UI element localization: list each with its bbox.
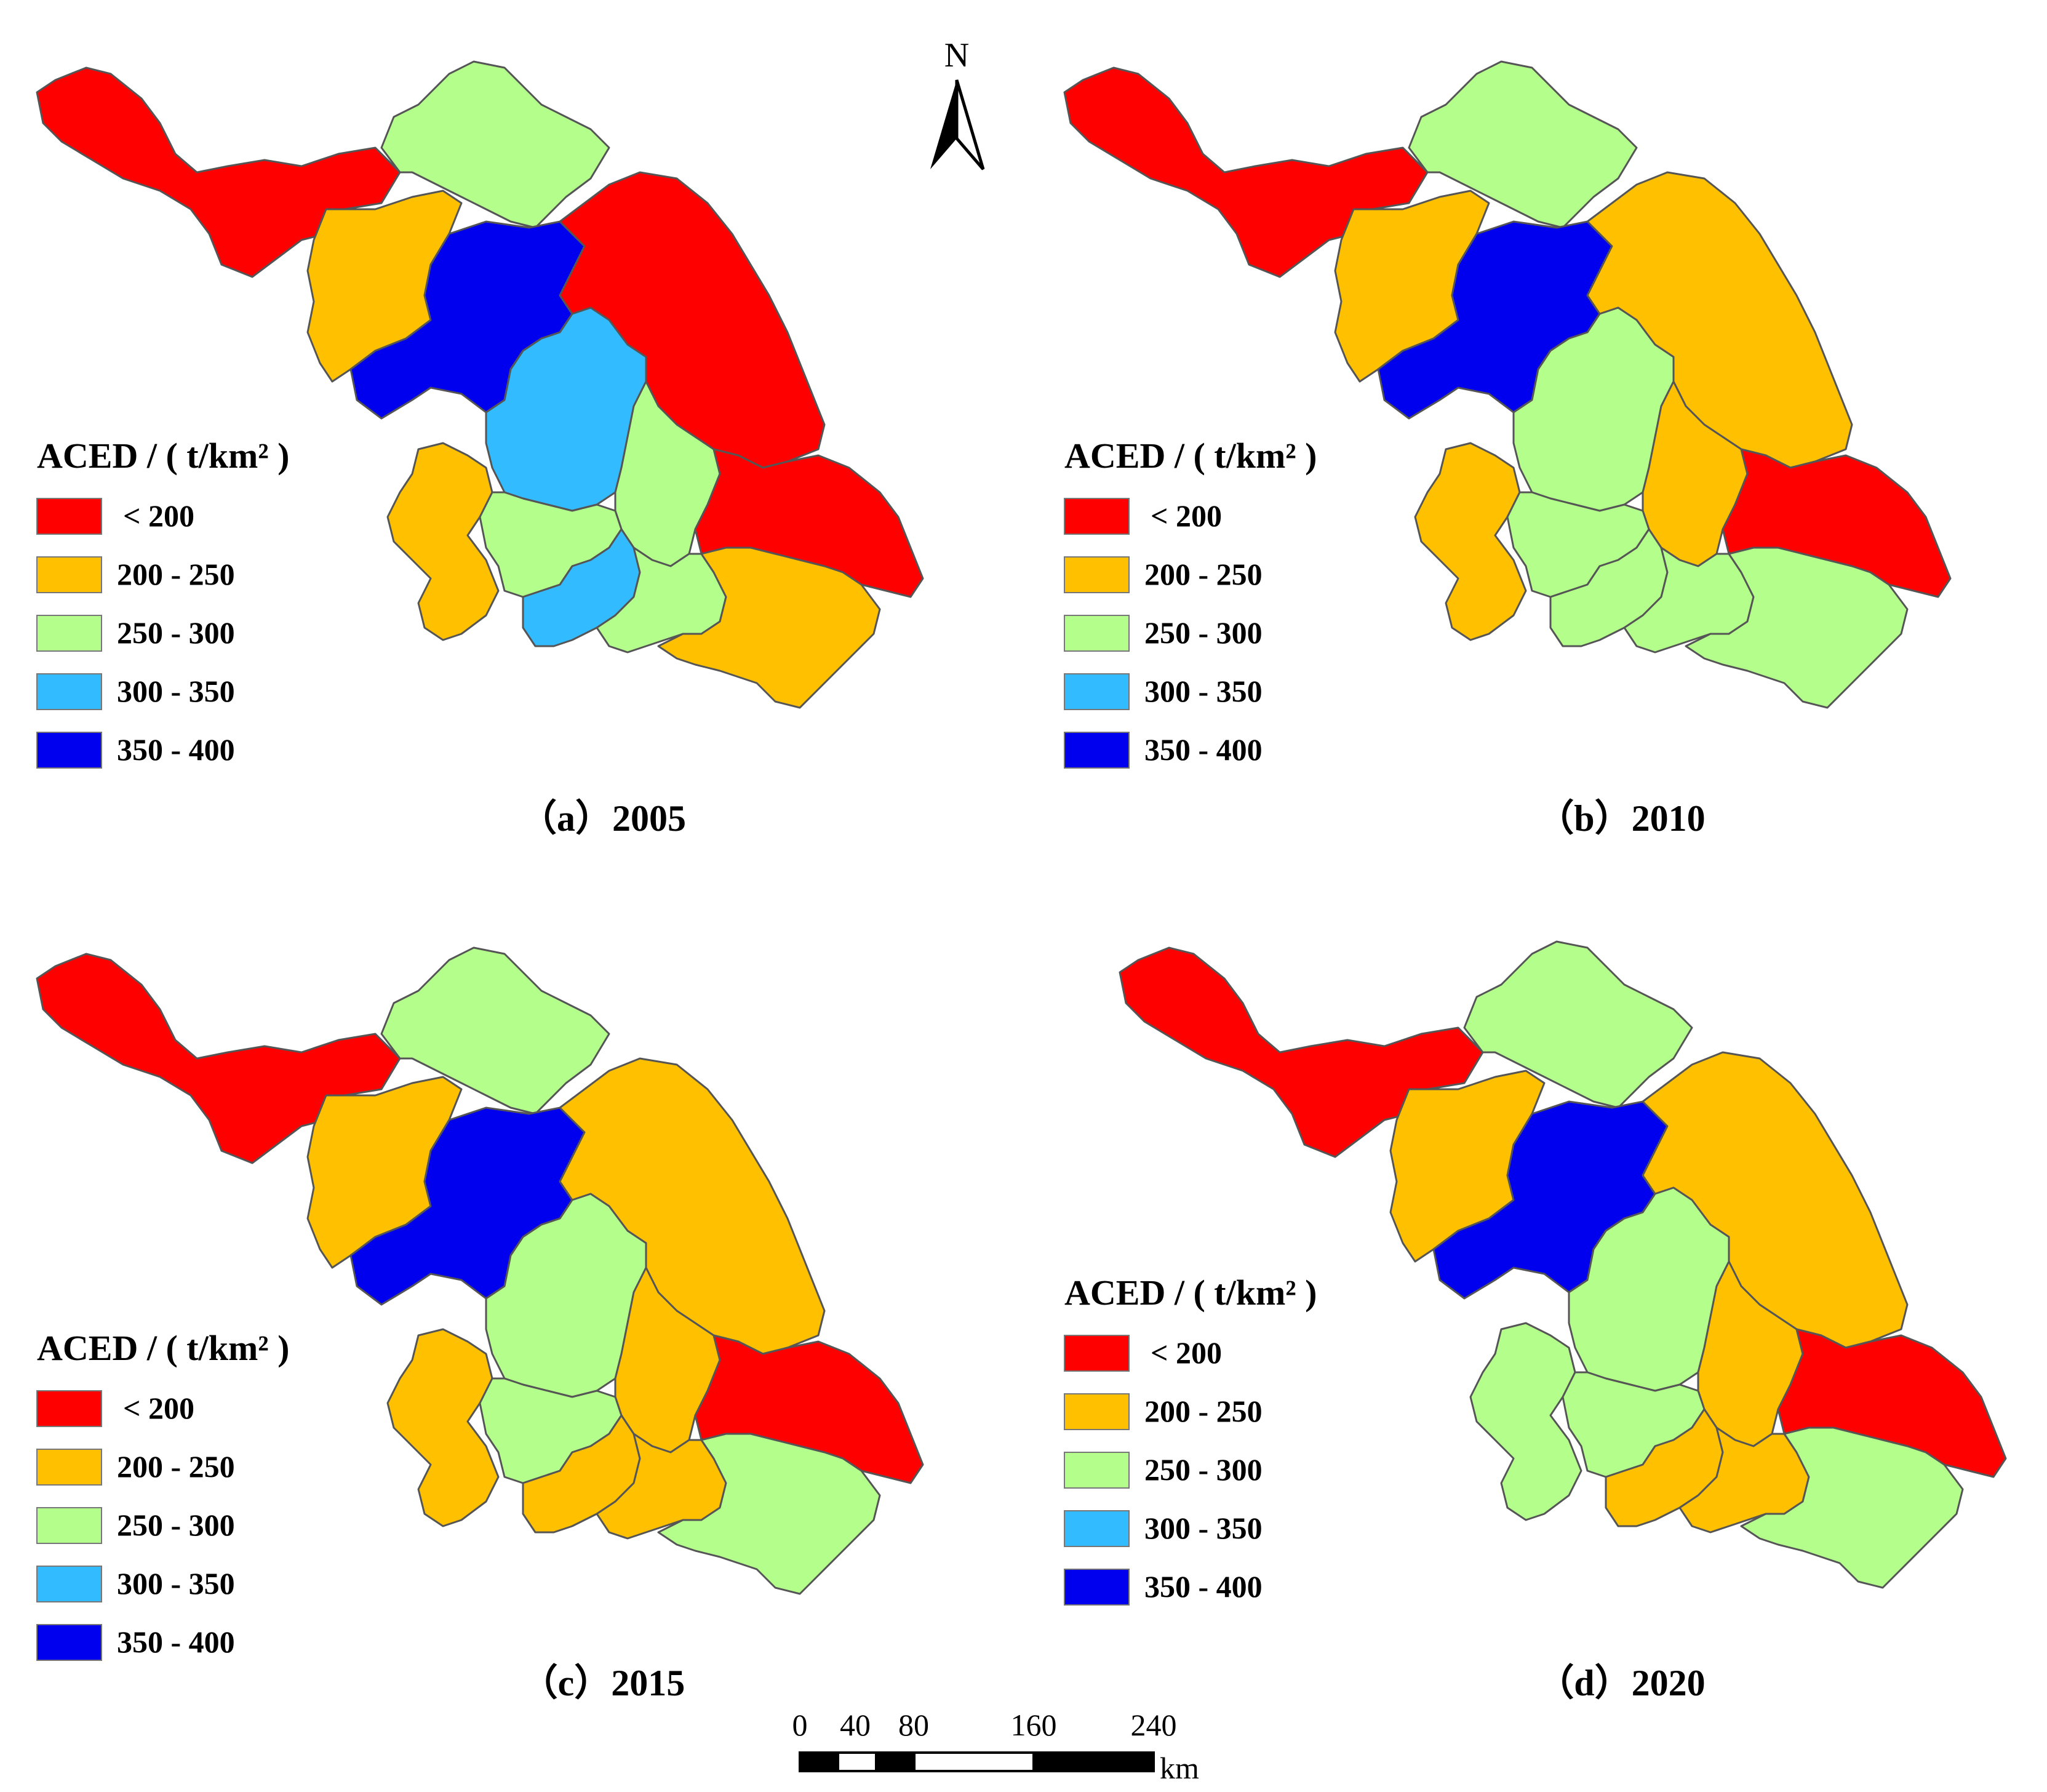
- panel-caption-2015: （c）2015: [521, 1662, 685, 1703]
- scale-segment-2: [837, 1751, 877, 1772]
- legend-swatch-1-2010: [1064, 556, 1130, 593]
- legend-label-2-2020: 250 - 300: [1144, 1452, 1263, 1487]
- region-nanjing-2015: [386, 1328, 500, 1527]
- legend-2020: ACED / ( t/km² ) < 200 200 - 250 250 - 300 3…: [1064, 1273, 1317, 1606]
- legend-label-4-2015: 350 - 400: [117, 1625, 235, 1659]
- legend-swatch-4-2015: [36, 1624, 102, 1661]
- legend-swatch-1-2015: [36, 1449, 102, 1486]
- panel-caption-2010: （b）2010: [1537, 798, 1705, 839]
- region-suzhou-2010: [1685, 546, 1909, 709]
- map-panel-2020: [1119, 940, 2007, 1589]
- scale-segment-3: [875, 1751, 916, 1772]
- region-xuzhou-2015: [36, 953, 401, 1164]
- scale-tick-0: 0: [792, 1708, 808, 1742]
- legend-label-0-2005: < 200: [123, 498, 194, 533]
- legend-2005: ACED / ( t/km² ) < 200 200 - 250 250 - 300 3…: [36, 436, 289, 769]
- scale-tick-40: 40: [840, 1708, 871, 1742]
- region-xuzhou-2020: [1119, 946, 1484, 1158]
- legend-label-3-2010: 300 - 350: [1144, 674, 1263, 708]
- legend-swatch-4-2020: [1064, 1569, 1130, 1606]
- legend-title-2015: ACED / ( t/km² ): [37, 1328, 289, 1368]
- region-lianyungang-2020: [1463, 940, 1693, 1109]
- north-arrow: N: [930, 36, 985, 170]
- region-lianyungang-2005: [380, 60, 610, 229]
- legend-label-3-2005: 300 - 350: [117, 674, 235, 708]
- legend-title-2010: ACED / ( t/km² ): [1064, 436, 1317, 476]
- legend-swatch-0-2005: [36, 498, 102, 535]
- legend-label-2-2005: 250 - 300: [117, 615, 235, 650]
- legend-label-3-2015: 300 - 350: [117, 1566, 235, 1601]
- legend-label-3-2020: 300 - 350: [1144, 1511, 1263, 1545]
- scale-bar: 0 40 80 160 240 km: [792, 1708, 1200, 1785]
- legend-label-1-2015: 200 - 250: [117, 1449, 235, 1484]
- legend-label-4-2010: 350 - 400: [1144, 732, 1263, 767]
- legend-swatch-0-2010: [1064, 498, 1130, 535]
- scale-segment-1: [799, 1751, 839, 1772]
- legend-swatch-2-2015: [36, 1507, 102, 1544]
- legend-swatch-3-2010: [1064, 673, 1130, 710]
- map-panel-2005: [36, 60, 924, 709]
- region-nanjing-2005: [386, 442, 500, 641]
- legend-label-0-2015: < 200: [123, 1391, 194, 1425]
- legend-swatch-0-2015: [36, 1390, 102, 1427]
- legend-swatch-4-2010: [1064, 732, 1130, 769]
- legend-title-2005: ACED / ( t/km² ): [37, 436, 289, 476]
- map-panel-2015: [36, 946, 924, 1595]
- region-xuzhou-2005: [36, 66, 401, 278]
- region-suzhou-2020: [1740, 1426, 1964, 1589]
- legend-label-0-2020: < 200: [1151, 1335, 1222, 1370]
- legend-label-2-2015: 250 - 300: [117, 1508, 235, 1542]
- north-arrow-icon: [930, 80, 957, 169]
- scale-unit: km: [1160, 1751, 1199, 1785]
- legend-swatch-3-2015: [36, 1566, 102, 1602]
- region-lianyungang-2015: [380, 946, 610, 1115]
- region-lianyungang-2010: [1408, 60, 1638, 229]
- legend-title-2020: ACED / ( t/km² ): [1064, 1273, 1317, 1313]
- legend-swatch-1-2020: [1064, 1393, 1130, 1430]
- legend-label-2-2010: 250 - 300: [1144, 615, 1263, 650]
- region-nanjing-2020: [1469, 1322, 1582, 1521]
- region-nantong-2005: [694, 448, 924, 598]
- scale-tick-80: 80: [898, 1708, 929, 1742]
- legend-label-1-2010: 200 - 250: [1144, 557, 1263, 591]
- region-nanjing-2010: [1414, 442, 1527, 641]
- legend-swatch-1-2005: [36, 556, 102, 593]
- legend-swatch-2-2010: [1064, 615, 1130, 652]
- map-panel-2010: [1063, 60, 1952, 709]
- legend-label-4-2020: 350 - 400: [1144, 1569, 1263, 1604]
- legend-swatch-3-2005: [36, 673, 102, 710]
- scale-segment-5: [1032, 1751, 1155, 1772]
- panel-caption-2005: （a）2005: [520, 798, 686, 839]
- legend-2010: ACED / ( t/km² ) < 200 200 - 250 250 - 300 3…: [1064, 436, 1317, 769]
- legend-label-1-2020: 200 - 250: [1144, 1394, 1263, 1428]
- scale-segment-4: [913, 1751, 1035, 1772]
- region-suzhou-2005: [657, 546, 881, 709]
- legend-swatch-0-2020: [1064, 1335, 1130, 1372]
- scale-tick-240: 240: [1131, 1708, 1177, 1742]
- region-xuzhou-2010: [1063, 66, 1429, 278]
- legend-2015: ACED / ( t/km² ) < 200 200 - 250 250 - 300 3…: [36, 1328, 289, 1661]
- legend-label-4-2005: 350 - 400: [117, 732, 235, 767]
- legend-swatch-4-2005: [36, 732, 102, 769]
- legend-swatch-3-2020: [1064, 1510, 1130, 1547]
- north-arrow-outline-icon: [955, 79, 985, 170]
- region-nantong-2015: [694, 1334, 924, 1484]
- legend-swatch-2-2005: [36, 615, 102, 652]
- region-nantong-2020: [1777, 1328, 2007, 1478]
- scale-tick-160: 160: [1011, 1708, 1057, 1742]
- legend-label-0-2010: < 200: [1151, 498, 1222, 533]
- panel-caption-2020: （d）2020: [1537, 1662, 1705, 1703]
- north-label: N: [944, 36, 969, 74]
- region-suzhou-2015: [657, 1433, 881, 1595]
- region-nantong-2010: [1722, 448, 1952, 598]
- legend-label-1-2005: 200 - 250: [117, 557, 235, 591]
- legend-swatch-2-2020: [1064, 1452, 1130, 1489]
